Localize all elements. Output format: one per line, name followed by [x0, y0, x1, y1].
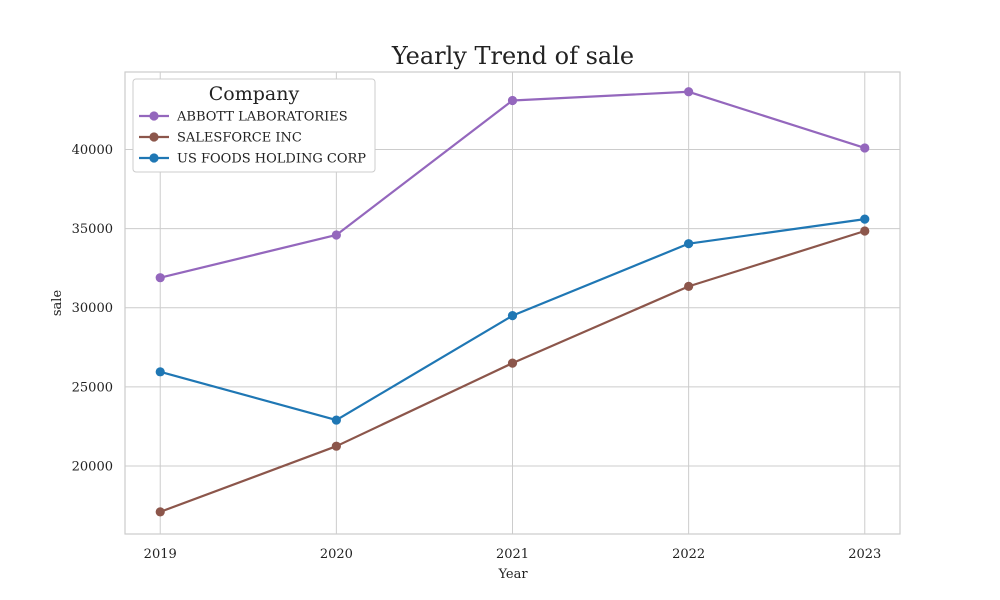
- legend-title: Company: [209, 83, 300, 105]
- legend-entry: US FOODS HOLDING CORP: [139, 152, 366, 167]
- series-1: [155, 226, 870, 517]
- series-layer: [155, 87, 870, 517]
- data-point: [507, 95, 518, 106]
- data-point: [155, 367, 165, 377]
- x-tick-label: 2019: [144, 547, 177, 562]
- y-tick-label: 40000: [72, 143, 113, 158]
- legend-label: ABBOTT LABORATORIES: [176, 110, 348, 125]
- data-point: [860, 214, 870, 224]
- data-point: [331, 441, 341, 451]
- legend-entries: ABBOTT LABORATORIES SALESFORCE INC US FOOD…: [139, 110, 366, 167]
- data-point: [860, 226, 870, 236]
- y-axis-label: sale: [50, 290, 65, 317]
- data-point: [507, 311, 518, 321]
- data-point: [684, 87, 694, 97]
- x-tick-label: 2022: [672, 547, 705, 562]
- data-point: [155, 273, 165, 283]
- x-tick-label: 2020: [320, 547, 353, 562]
- data-point: [331, 230, 341, 240]
- data-point: [507, 358, 518, 368]
- legend-swatch-marker: [149, 111, 159, 121]
- series-0: [155, 87, 870, 283]
- plot-frame: [124, 71, 901, 535]
- data-point: [331, 415, 341, 425]
- x-tick-label: 2021: [496, 547, 529, 562]
- x-tick-label: 2023: [848, 547, 881, 562]
- legend-label: SALESFORCE INC: [177, 131, 302, 146]
- data-point: [684, 239, 694, 249]
- y-tick-label: 30000: [72, 301, 113, 316]
- legend-label: US FOODS HOLDING CORP: [177, 152, 366, 167]
- y-tick-label: 35000: [72, 222, 113, 237]
- data-point: [860, 143, 870, 153]
- ticks-layer: 2019 2020 2021 2022 2023 20000 25000 30000 35000…: [72, 143, 882, 562]
- y-tick-label: 20000: [72, 459, 113, 474]
- legend-swatch-marker: [149, 153, 159, 163]
- legend-box: [132, 78, 376, 173]
- x-axis-label: Year: [497, 567, 528, 582]
- legend: Company ABBOTT LABORATORIES SALESFORCE IN…: [132, 78, 376, 173]
- legend-swatch-marker: [149, 132, 159, 142]
- legend-entry: ABBOTT LABORATORIES: [139, 110, 348, 125]
- data-point: [155, 507, 165, 517]
- chart-title: Yearly Trend of sale: [391, 42, 634, 70]
- series-2: [155, 214, 870, 425]
- legend-entry: SALESFORCE INC: [139, 131, 302, 146]
- y-tick-label: 25000: [72, 380, 113, 395]
- data-point: [684, 281, 694, 291]
